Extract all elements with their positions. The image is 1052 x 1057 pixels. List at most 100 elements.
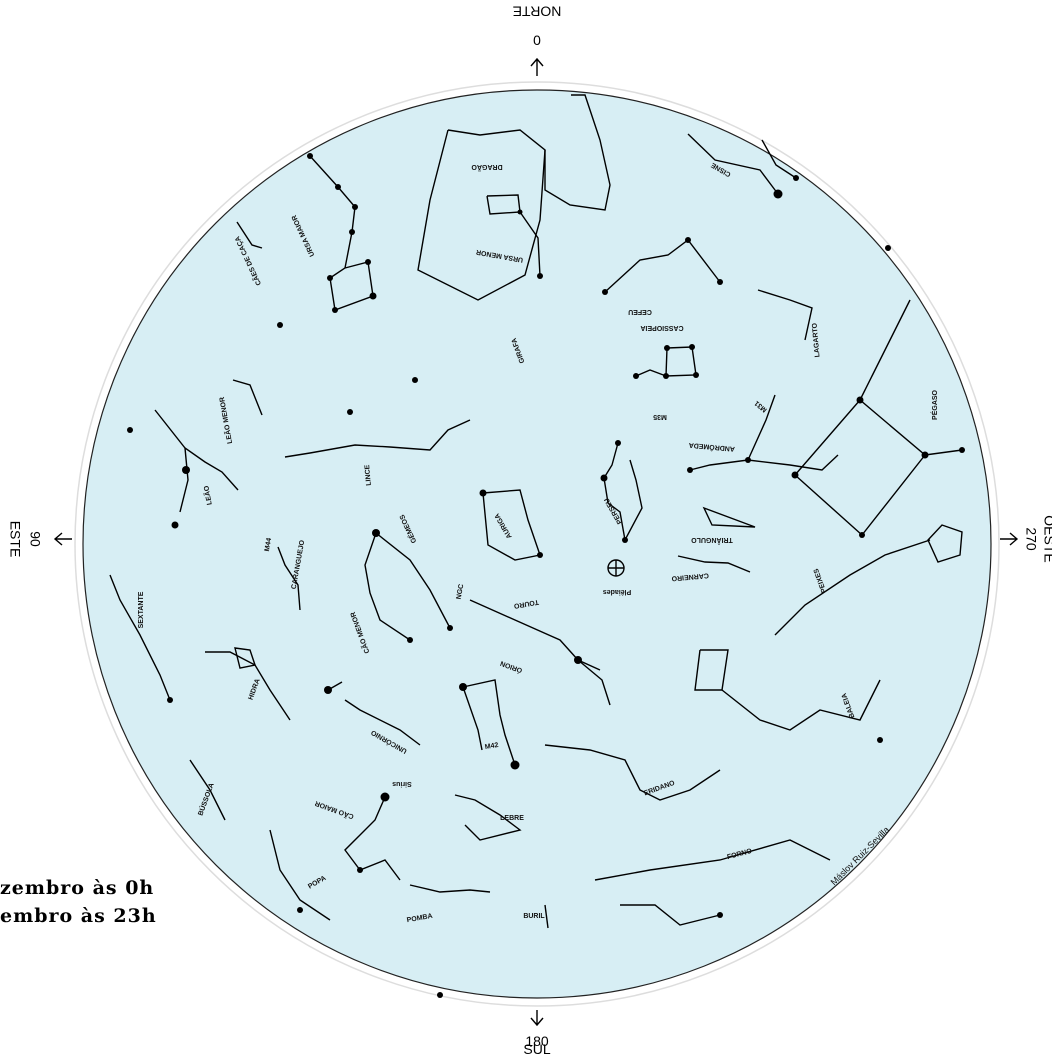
- north-arrow-icon: [530, 57, 544, 76]
- label-pleiades: Plêiades: [603, 588, 632, 595]
- line-eridano: [544, 744, 721, 801]
- north-marker: NORTE 0: [513, 3, 562, 76]
- line-andromeda: [689, 454, 839, 471]
- line-peixes: [774, 539, 931, 636]
- star: [602, 289, 608, 295]
- line-unicornio: [344, 699, 421, 746]
- line-buril: [544, 904, 549, 929]
- star: [352, 204, 358, 210]
- star: [745, 457, 751, 463]
- label-m42: M42: [484, 742, 499, 751]
- north-degrees: 0: [533, 32, 541, 48]
- star: [791, 471, 799, 479]
- line-lince: [284, 419, 471, 458]
- line-baleia-2: [721, 679, 881, 731]
- star: [327, 275, 333, 281]
- star: [877, 737, 883, 743]
- line-cefeu: [544, 94, 611, 211]
- star: [574, 656, 582, 664]
- star: [793, 175, 799, 181]
- star: [171, 521, 179, 529]
- star: [663, 373, 669, 379]
- line-leao-menor: [232, 379, 263, 416]
- star: [859, 532, 865, 538]
- caption-line-2: embro às 23h: [0, 905, 157, 927]
- line-bussola: [189, 759, 226, 821]
- line-andromeda-2: [747, 394, 776, 461]
- pleiades-symbol: [607, 559, 625, 577]
- star: [372, 529, 380, 537]
- star: [407, 637, 413, 643]
- line-hidra: [205, 651, 291, 721]
- east-degrees: 90: [27, 531, 43, 547]
- star: [685, 237, 691, 243]
- line-touro-2: [577, 659, 611, 706]
- star: [885, 245, 891, 251]
- star: [167, 697, 173, 703]
- star: [717, 279, 723, 285]
- line-pegaso-2: [859, 299, 911, 401]
- line-ursa-maior: [309, 155, 374, 311]
- line-lagarto: [757, 289, 813, 341]
- south-marker: 180 SUL: [523, 1010, 551, 1057]
- star: [693, 372, 699, 378]
- label-pomba: POMBA: [406, 913, 433, 924]
- star: [357, 867, 363, 873]
- star: [459, 683, 467, 691]
- line-triangulo: [702, 506, 756, 528]
- star: [717, 912, 723, 918]
- star: [324, 686, 332, 694]
- star: [633, 373, 639, 379]
- star: [297, 907, 303, 913]
- star: [277, 322, 283, 328]
- star: [622, 537, 628, 543]
- star: [479, 489, 487, 497]
- label-touro: TOURO: [513, 598, 540, 609]
- label-pegaso: PÉGASO: [930, 389, 939, 420]
- west-name: OESTE: [1041, 515, 1052, 562]
- east-arrow-icon: [53, 532, 72, 546]
- caption-line-1: zembro às 0h: [0, 877, 155, 899]
- star: [380, 792, 390, 802]
- star: [689, 344, 695, 350]
- line-leao: [154, 409, 239, 491]
- south-name: SUL: [523, 1041, 550, 1057]
- line-ursa-menor-tail: [519, 211, 541, 277]
- star: [347, 409, 353, 415]
- caption: zembro às 0h embro às 23h: [0, 874, 157, 930]
- line-orion-2: [462, 686, 483, 751]
- line-touro: [469, 599, 601, 671]
- west-degrees: 270: [1023, 527, 1039, 551]
- line-caes-de-caca: [236, 221, 263, 249]
- constellation-lines: [109, 94, 963, 929]
- east-marker: ESTE 90: [7, 521, 72, 558]
- star: [773, 189, 783, 199]
- line-gemeos: [364, 532, 411, 641]
- star: [856, 396, 864, 404]
- label-sextante: SEXTANTE: [138, 591, 145, 628]
- south-degrees: 180: [525, 1033, 549, 1049]
- line-lebre: [454, 794, 522, 841]
- star: [600, 474, 608, 482]
- star: [959, 447, 965, 453]
- line-dragao: [417, 129, 546, 301]
- star: [307, 153, 313, 159]
- line-cao-maior: [344, 796, 401, 881]
- east-name: ESTE: [7, 521, 23, 558]
- star: [510, 760, 520, 770]
- star: [365, 259, 371, 265]
- label-dragao: DRAGÃO: [471, 163, 503, 172]
- west-marker: 270 OESTE: [1000, 515, 1052, 563]
- star: [664, 345, 670, 351]
- line-perseu: [603, 442, 643, 543]
- label-cassiopeia: CASSIOPEIA: [640, 324, 683, 331]
- north-name: NORTE: [513, 3, 562, 19]
- star: [517, 209, 523, 215]
- south-arrow-icon: [530, 1010, 544, 1027]
- label-cefeu: CEFEU: [628, 308, 652, 315]
- line-forno: [594, 839, 831, 881]
- line-orion: [462, 679, 516, 766]
- label-lebre: LEBRE: [500, 815, 524, 822]
- sky-disc: [82, 89, 992, 999]
